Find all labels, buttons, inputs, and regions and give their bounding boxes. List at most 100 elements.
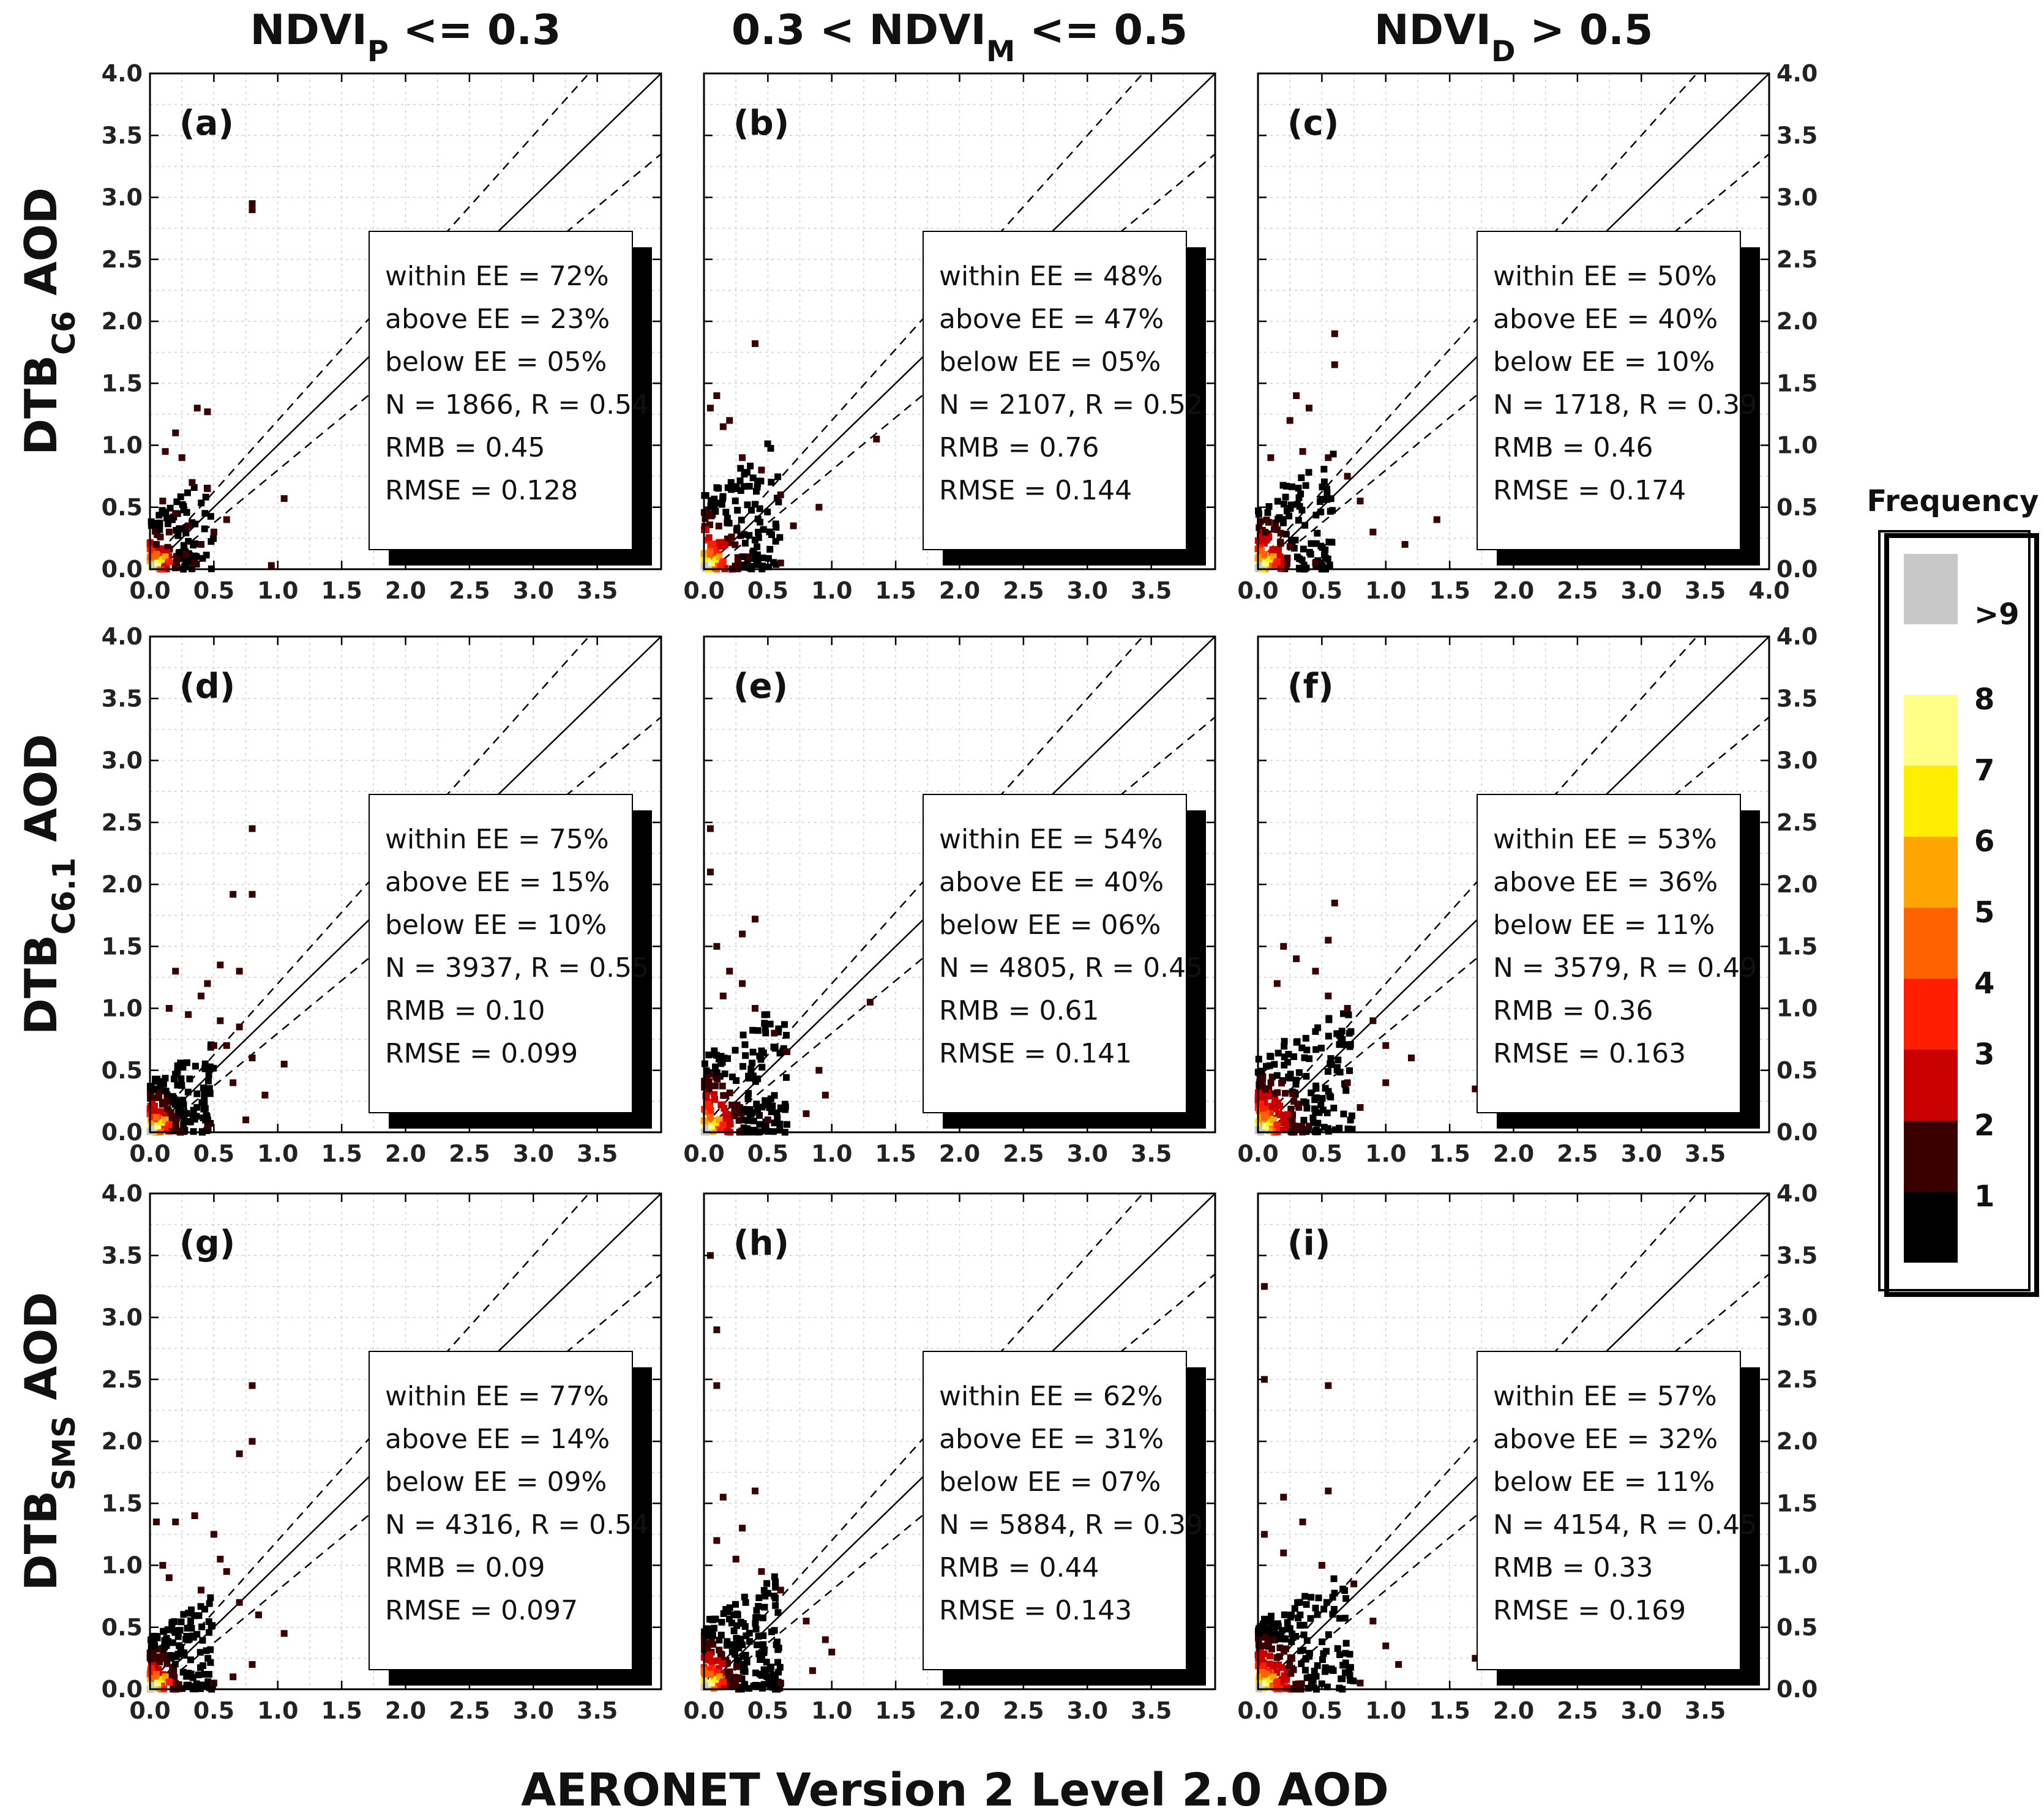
density-cell [187,1671,194,1678]
density-cell [1284,1619,1291,1626]
density-cell [1310,1119,1317,1126]
density-cell [1330,1104,1338,1111]
y-tick-label: 3.0 [102,184,143,211]
density-cell [728,1619,735,1627]
density-cell [1312,1028,1319,1035]
stats-line: within EE = 53% [1493,824,1717,855]
density-cell [765,555,772,562]
density-cell [764,440,771,447]
density-cell [1336,1615,1343,1622]
density-cell [1312,540,1320,547]
density-cell [1282,493,1289,501]
density-cell [1260,1650,1268,1657]
density-cell [1271,1097,1279,1104]
scatter-point [1306,405,1312,412]
scatter-point [1286,417,1293,424]
density-cell [723,1642,730,1649]
density-cell [167,1109,174,1116]
scatter-point [777,491,784,498]
y-tick-label: 3.5 [102,1242,143,1269]
density-cell [1335,1056,1342,1064]
density-cell [773,1109,781,1116]
density-cell [759,554,766,561]
density-cell [1314,1119,1322,1127]
density-cell [1268,1074,1276,1081]
x-tick-label: 0.5 [193,1697,234,1724]
scatter-point [204,485,211,492]
scatter-point [172,510,179,517]
density-cell [178,1075,185,1083]
stats-line: RMSE = 0.163 [1493,1038,1686,1069]
density-cell [1320,478,1328,485]
density-cell [1290,1666,1297,1673]
panel-c: 0.0 0.5 1.0 1.5 2.0 2.5 3.0 3.5 4.00.00.51.01.52… [1237,60,1818,604]
scatter-point [777,559,784,567]
density-cell [1302,1655,1309,1662]
density-cell [707,541,714,548]
density-cell [749,1026,757,1034]
density-cell [1282,562,1290,570]
scatter-point [1280,1549,1287,1556]
density-cell [1296,1622,1303,1629]
scatter-point [1350,1580,1358,1588]
density-cell [165,1626,172,1634]
density-cell [754,558,762,565]
density-cell [154,563,162,570]
panel-label: (c) [1287,103,1339,143]
density-cell [1314,1662,1321,1669]
scatter-point [1369,1618,1377,1625]
panel-label: (e) [733,667,788,706]
density-cell [1257,1067,1265,1075]
density-cell [1265,1093,1272,1100]
density-cell [726,1089,733,1097]
scatter-point [752,1005,758,1012]
stats-line: RMB = 0.09 [385,1552,545,1583]
density-cell [705,1656,712,1664]
density-cell [149,1100,156,1108]
density-cell [1278,1664,1285,1671]
density-cell [201,1060,209,1067]
density-cell [1350,1677,1357,1684]
density-cell [738,1660,746,1668]
density-cell [180,1121,187,1128]
legend-swatch [1904,1050,1958,1121]
density-cell [1256,524,1263,531]
density-cell-core [150,562,157,569]
density-cell [171,564,179,572]
scatter-point [230,891,237,898]
x-tick-label: 2.0 [385,1140,426,1167]
scatter-point [815,1067,823,1074]
density-cell [725,1671,732,1679]
density-cell [727,1681,734,1688]
density-cell [772,1602,779,1609]
y-tick-label-right: 1.0 [1776,995,1818,1022]
density-cell [772,537,779,545]
density-cell [1272,519,1279,526]
density-cell [1323,1599,1330,1606]
density-cell [766,1020,774,1028]
density-cell [1279,1126,1287,1134]
density-cell [782,1106,789,1113]
density-cell [724,1638,731,1645]
density-cell [1273,1669,1281,1676]
density-cell [724,515,731,522]
density-cell [752,1669,759,1676]
scatter-point [1357,498,1364,505]
density-cell [164,520,171,528]
density-cell [707,1107,714,1115]
density-cell [1317,542,1325,550]
density-cell [1346,1067,1353,1074]
density-cell [758,1671,765,1679]
density-cell [1283,1120,1290,1127]
density-cell [1288,483,1295,490]
density-cell [774,495,781,502]
density-cell [1329,1594,1336,1601]
density-cell [762,1589,769,1597]
density-cell [183,1059,190,1066]
scatter-point [1293,392,1300,399]
density-cell [1346,1043,1353,1050]
density-cell [758,1656,765,1663]
density-cell-core [706,1671,714,1678]
density-cell [1284,1058,1291,1066]
density-cell [1323,489,1331,496]
